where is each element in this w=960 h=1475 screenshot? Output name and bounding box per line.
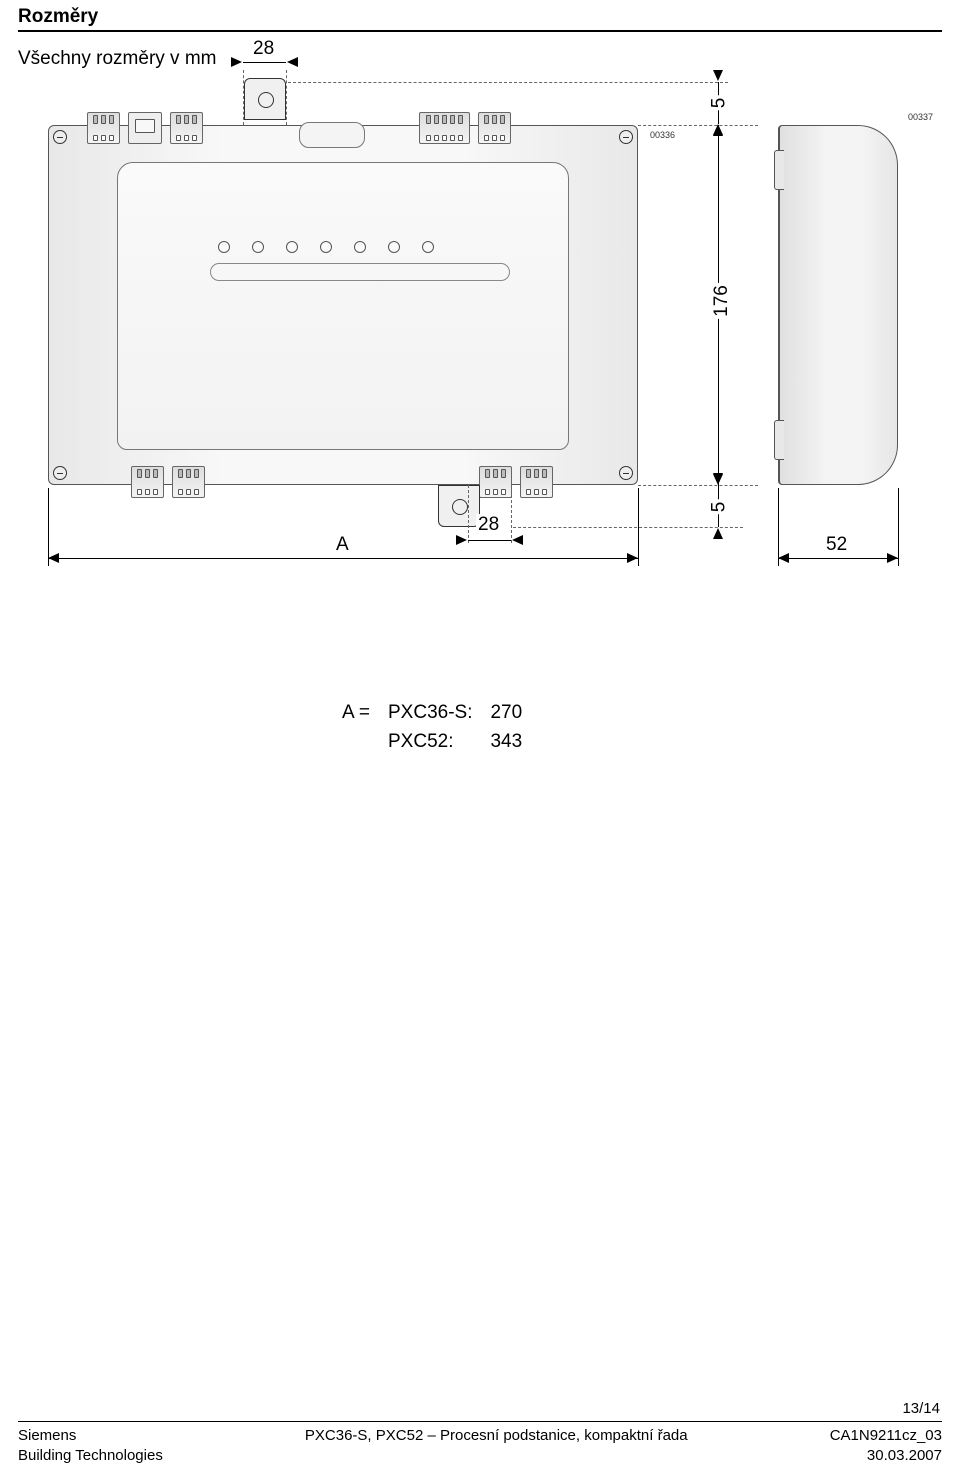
terminal-block	[520, 466, 553, 498]
arrow-icon	[48, 553, 59, 563]
arrow-icon	[713, 124, 723, 135]
device-side-view	[778, 125, 898, 485]
side-clip	[774, 420, 784, 460]
led-icon	[388, 241, 400, 253]
label-slot	[210, 263, 510, 281]
led-icon	[218, 241, 230, 253]
dimension-drawing: 28 5 00336 00337 176 5 28 A	[18, 80, 942, 680]
screw-icon	[53, 130, 67, 144]
footer-division: Building Technologies	[18, 1446, 163, 1466]
arrow-icon	[231, 57, 242, 67]
led-icon	[320, 241, 332, 253]
dimension-line	[243, 62, 286, 63]
dimension-legend: A = PXC36-S: 270 PXC52: 343	[332, 698, 942, 757]
extension-line	[513, 527, 743, 528]
dimension-line	[778, 558, 898, 559]
legend-model: PXC36-S:	[380, 700, 480, 727]
screw-icon	[619, 130, 633, 144]
mount-tab-top	[244, 78, 286, 120]
legend-value: 270	[482, 700, 530, 727]
device-cover	[117, 162, 569, 450]
connector-row-top-left	[87, 112, 203, 144]
drawing-code: 00337	[908, 112, 933, 122]
extension-line	[638, 488, 639, 566]
page-subheading: Všechny rozměry v mm	[18, 48, 942, 70]
connector-row-bottom-left	[131, 466, 205, 498]
extension-line	[638, 125, 758, 126]
page-footer: Siemens Building Technologies PXC36-S, P…	[18, 1421, 942, 1465]
arrow-icon	[287, 57, 298, 67]
led-icon	[252, 241, 264, 253]
footer-docid: CA1N9211cz_03	[830, 1426, 942, 1446]
footer-company: Siemens	[18, 1426, 163, 1446]
led-icon	[286, 241, 298, 253]
led-icon	[422, 241, 434, 253]
dimension-label: 5	[708, 500, 730, 515]
terminal-block	[479, 466, 512, 498]
extension-line	[638, 485, 758, 486]
extension-line	[286, 70, 287, 125]
dimension-label: 28	[251, 38, 276, 60]
arrow-icon	[713, 528, 723, 539]
legend-prefix: A =	[334, 700, 378, 727]
dimension-line	[48, 558, 638, 559]
arrow-icon	[456, 535, 467, 545]
terminal-block	[419, 112, 470, 144]
terminal-block	[172, 466, 205, 498]
dimension-label: 28	[476, 514, 501, 536]
footer-title: PXC36-S, PXC52 – Procesní podstanice, ko…	[305, 1426, 688, 1446]
arrow-icon	[887, 553, 898, 563]
rj45-port	[128, 112, 162, 144]
terminal-block	[87, 112, 120, 144]
dimension-line	[468, 540, 511, 541]
page-heading: Rozměry	[18, 6, 942, 32]
led-icon	[354, 241, 366, 253]
dimension-label: 52	[824, 534, 849, 556]
dimension-label: 5	[708, 96, 730, 111]
page-number: 13/14	[18, 1400, 942, 1417]
terminal-block	[478, 112, 511, 144]
footer-date: 30.03.2007	[830, 1446, 942, 1466]
connector-row-top-right	[419, 112, 511, 144]
legend-value: 343	[482, 729, 530, 756]
dimension-label: A	[334, 534, 351, 556]
arrow-icon	[512, 535, 523, 545]
dimension-label: 176	[711, 283, 733, 319]
mount-tab-bottom	[438, 485, 480, 527]
extension-line	[898, 488, 899, 566]
screw-icon	[619, 466, 633, 480]
arrow-icon	[627, 553, 638, 563]
extension-line	[288, 82, 728, 83]
connector-row-bottom-right	[479, 466, 553, 498]
led-row	[218, 241, 434, 253]
arrow-icon	[778, 553, 789, 563]
terminal-block	[170, 112, 203, 144]
extension-line	[243, 70, 244, 125]
side-clip	[774, 150, 784, 190]
device-front-view	[48, 125, 638, 485]
terminal-block	[131, 466, 164, 498]
arrow-icon	[713, 473, 723, 484]
top-slot	[299, 122, 365, 148]
screw-icon	[53, 466, 67, 480]
extension-line	[468, 485, 469, 543]
legend-model: PXC52:	[380, 729, 480, 756]
arrow-icon	[713, 70, 723, 81]
drawing-code: 00336	[650, 130, 675, 140]
